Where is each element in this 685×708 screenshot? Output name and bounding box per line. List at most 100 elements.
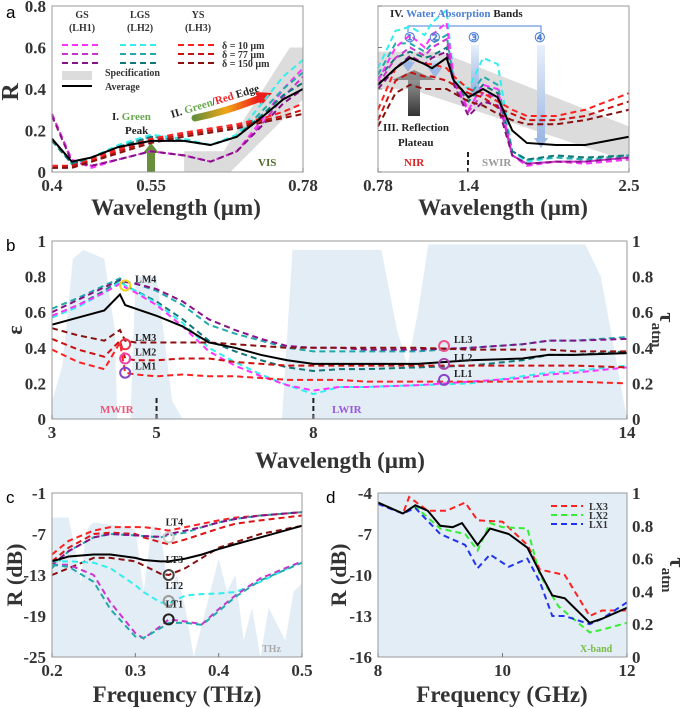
marker-ll1 — [438, 373, 451, 386]
marker-lm1 — [119, 366, 132, 379]
annotation-segment: ① — [404, 30, 416, 45]
series-line — [52, 102, 304, 167]
y-tick-label: 0.2 — [25, 374, 46, 393]
legend-column-title: GS — [75, 10, 89, 21]
y2-axis-symbol: τ — [665, 557, 685, 567]
annotation-segment: LWIR — [332, 404, 363, 416]
legend-label: LX3 — [589, 502, 608, 513]
panel-label-c: c — [6, 488, 15, 507]
series-line — [377, 50, 630, 165]
annotation-segment: I. — [112, 111, 122, 123]
x-tick-label: 1.4 — [458, 176, 480, 195]
x-axis-title: Wavelength (µm) — [91, 195, 261, 220]
y-tick-label: -19 — [23, 607, 46, 626]
marker-ll3 — [438, 340, 451, 353]
y2-axis-subscript: atm — [658, 568, 674, 593]
annotation-segment: NIR — [404, 157, 425, 169]
legend-row-label: δ = 10 µm — [222, 41, 265, 52]
y2-axis-subscript: atm — [648, 323, 664, 348]
x-tick-label: 0.78 — [363, 176, 393, 195]
marker-label: LM1 — [135, 362, 156, 373]
series-line — [51, 279, 628, 351]
annotation-segment: IV. — [390, 8, 406, 20]
y-tick-label: -1 — [32, 484, 46, 503]
annotation-segment: III. Reflection — [383, 122, 449, 134]
legend-specification-swatch — [62, 71, 92, 80]
y-axis-title: R — [0, 83, 24, 101]
marker-lm3 — [119, 338, 132, 351]
water-band-arrow-icon — [537, 45, 545, 138]
series-line-average — [51, 88, 304, 163]
annotation: ④ — [534, 30, 546, 45]
x-tick-label: 10 — [494, 661, 511, 680]
annotation-segment: Water Absorption — [406, 8, 490, 20]
panel-label-d: d — [326, 488, 335, 507]
annotation-segment: ③ — [468, 30, 480, 45]
legend-row-label: δ = 150 µm — [222, 59, 270, 70]
x-axis-title: Wavelength (µm) — [418, 195, 588, 220]
annotation: SWIR — [482, 157, 512, 169]
x-axis-title: Frequency (THz) — [93, 682, 262, 707]
series-line — [51, 561, 303, 639]
legend-average-label: Average — [105, 82, 140, 93]
y2-tick-label: 0.2 — [632, 374, 653, 393]
plot-area — [52, 6, 303, 172]
x-axis-title: Wavelength (µm) — [255, 448, 425, 473]
y-axis-title: R (dB) — [2, 544, 27, 607]
x-tick-label: 0.4 — [41, 176, 63, 195]
annotation-segment: Plateau — [398, 137, 433, 149]
chart-a-nir-swir: 0.78 1.4 2.5 Wavelength (µm) IV. Water Absor… — [363, 5, 640, 220]
atmospheric-transmittance-area — [378, 493, 627, 657]
legend-row-label: δ = 77 µm — [222, 50, 265, 61]
marker-lm4 — [119, 279, 132, 292]
legend-specification-label: Specification — [105, 68, 160, 79]
plot-frame — [51, 492, 303, 658]
legend-column-title: YS — [192, 10, 205, 21]
series-line — [51, 524, 303, 563]
annotation: VIS — [258, 157, 276, 169]
legend-column-title: LGS — [130, 10, 150, 21]
annotation-segment: II. — [169, 105, 186, 121]
y-tick-label: 0 — [38, 163, 47, 182]
plot-frame — [51, 240, 628, 420]
chart-c: LT4 LT3 LT2 LT1 0.2 0.3 0.4 0.5 -25 -19 -13 -7 -1 Fre… — [2, 484, 313, 707]
marker-ll2 — [438, 357, 451, 370]
series-line-average — [377, 56, 630, 147]
annotation: ② — [429, 30, 441, 45]
legend: GS (LH1) LGS (LH2) YS (LH3) δ = 10 µmδ = 77 µm… — [62, 10, 270, 93]
marker-label: LL2 — [454, 353, 472, 364]
annotation: X-band — [580, 644, 613, 655]
x-tick-label: 3 — [48, 423, 57, 442]
water-band-bracket — [407, 25, 542, 32]
x-tick-label: 0.2 — [41, 661, 62, 680]
series-line — [51, 339, 628, 385]
annotation: NIR — [404, 157, 425, 169]
x-axis-title: Frequency (GHz) — [416, 682, 587, 707]
water-band-arrow-head-icon — [428, 68, 442, 78]
green-peak-arrow-icon — [147, 152, 155, 172]
annotation-segment: MWIR — [100, 404, 135, 416]
marker-lt4 — [162, 531, 175, 544]
y2-tick-label: 0.8 — [632, 268, 653, 287]
chart-a-vis: 0.4 0.55 0.78 0 0.2 0.4 0.6 0.8 Wavelength (µm) R… — [0, 0, 318, 220]
series-line — [51, 292, 628, 365]
y-tick-label: 0.2 — [25, 122, 46, 141]
legend-label: LX2 — [589, 511, 608, 522]
y-tick-label: -25 — [23, 648, 46, 667]
x-tick-label: 8 — [374, 661, 383, 680]
series-line — [51, 524, 303, 577]
marker-label: LM3 — [135, 333, 156, 344]
series-line — [51, 282, 628, 392]
y-tick-label: -16 — [349, 648, 372, 667]
green-red-edge-arrow-icon — [191, 95, 262, 122]
annotation-segment: ② — [429, 30, 441, 45]
marker-label: LT3 — [166, 555, 183, 566]
annotation-segment: VIS — [258, 157, 276, 169]
y2-tick-label: 0.6 — [632, 550, 653, 569]
panel-label-a: a — [6, 3, 16, 22]
y-axis-title: ε — [2, 325, 27, 334]
annotation-segment: Green — [122, 111, 151, 123]
chart-d: 8 10 12 -16 -13 -10 -7 -4 0 0.2 0.4 0.6 0.8 1 Frequenc… — [326, 484, 685, 707]
series-line-lx1 — [377, 502, 628, 626]
marker-label: LM4 — [135, 275, 156, 286]
